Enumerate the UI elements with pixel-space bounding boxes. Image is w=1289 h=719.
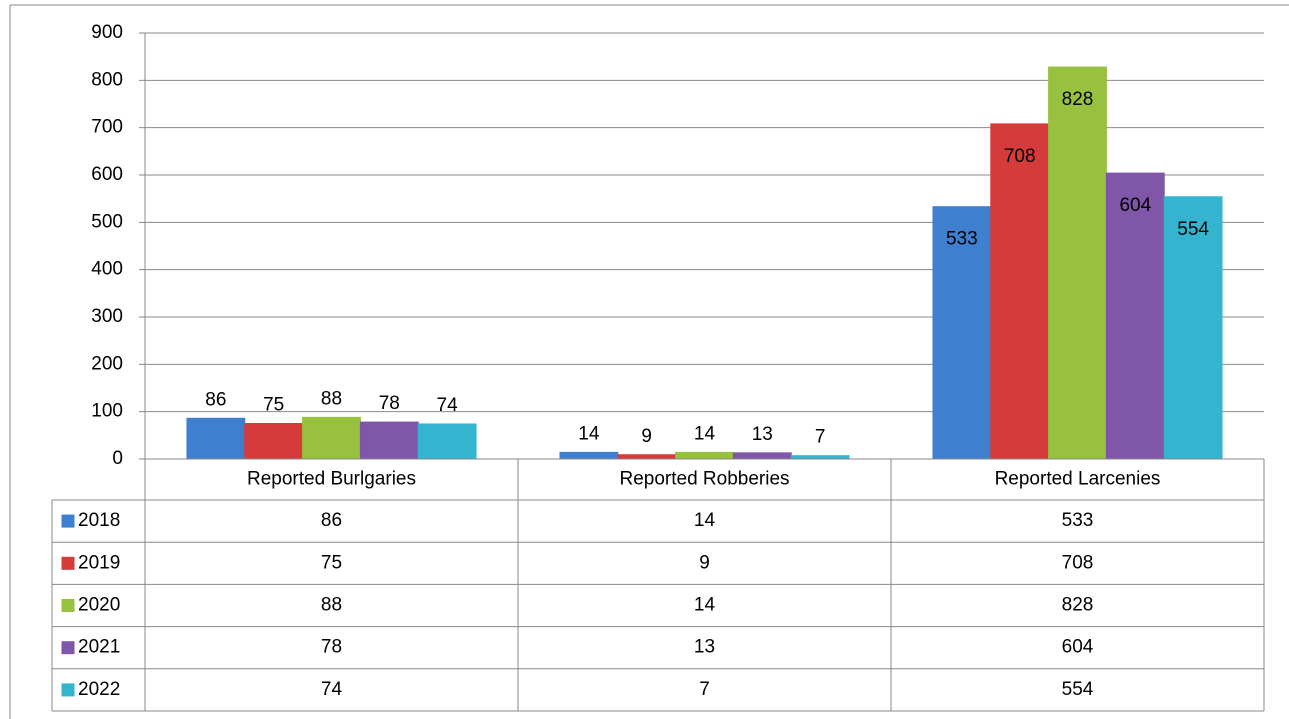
table-cell: 708 bbox=[1062, 552, 1094, 573]
data-label: 708 bbox=[1004, 146, 1036, 167]
bar bbox=[1105, 172, 1165, 460]
bar bbox=[990, 123, 1050, 460]
y-tick-label: 100 bbox=[91, 401, 123, 422]
bar bbox=[244, 423, 304, 460]
y-tick-label: 600 bbox=[91, 164, 123, 185]
data-label: 14 bbox=[578, 423, 600, 444]
bar bbox=[732, 452, 792, 460]
x-tick-label: Reported Robberies bbox=[619, 469, 789, 490]
legend-label: 2022 bbox=[78, 679, 120, 700]
table-cell: 74 bbox=[321, 679, 343, 700]
table-cell: 86 bbox=[321, 510, 342, 531]
y-tick-label: 400 bbox=[91, 259, 123, 280]
bar bbox=[1163, 196, 1223, 460]
bar bbox=[359, 421, 419, 460]
table-cell: 9 bbox=[699, 552, 710, 573]
bar bbox=[559, 451, 619, 460]
table-cell: 14 bbox=[694, 510, 716, 531]
legend-key bbox=[61, 599, 75, 612]
table-cell: 604 bbox=[1062, 637, 1094, 658]
y-tick-label: 200 bbox=[91, 353, 123, 374]
bar bbox=[302, 416, 361, 460]
table-cell: 14 bbox=[694, 595, 716, 616]
table-cell: 75 bbox=[321, 552, 342, 573]
data-label: 828 bbox=[1062, 89, 1094, 110]
legend-label: 2019 bbox=[78, 552, 120, 573]
x-tick-label: Reported Burlgaries bbox=[247, 469, 416, 490]
data-label: 75 bbox=[263, 395, 284, 416]
y-tick-label: 700 bbox=[91, 117, 123, 138]
table-cell: 13 bbox=[694, 637, 715, 658]
legend-label: 2018 bbox=[78, 510, 120, 531]
data-label: 533 bbox=[946, 229, 978, 250]
bar bbox=[1048, 66, 1107, 460]
table-cell: 78 bbox=[321, 637, 342, 658]
bar bbox=[675, 451, 734, 460]
y-tick-label: 500 bbox=[91, 211, 123, 232]
data-label: 604 bbox=[1119, 195, 1151, 216]
table-cell: 828 bbox=[1062, 595, 1094, 616]
table-cell: 533 bbox=[1062, 510, 1094, 531]
data-label: 554 bbox=[1177, 219, 1209, 240]
table-cell: 554 bbox=[1062, 679, 1094, 700]
data-label: 78 bbox=[379, 393, 400, 414]
legend-key bbox=[61, 641, 75, 655]
data-label: 88 bbox=[321, 388, 342, 409]
legend-key bbox=[61, 514, 75, 528]
data-label: 74 bbox=[437, 395, 459, 416]
y-tick-label: 800 bbox=[91, 69, 123, 90]
table-cell: 7 bbox=[699, 679, 710, 700]
y-tick-label: 0 bbox=[112, 448, 123, 469]
legend-label: 2021 bbox=[78, 637, 120, 658]
bar bbox=[186, 417, 246, 460]
legend-key bbox=[61, 683, 75, 697]
y-tick-label: 300 bbox=[91, 306, 123, 327]
data-label: 86 bbox=[205, 389, 226, 410]
table-cell: 88 bbox=[321, 595, 342, 616]
data-label: 7 bbox=[815, 427, 826, 448]
legend-label: 2020 bbox=[78, 595, 120, 616]
x-tick-label: Reported Larcenies bbox=[995, 469, 1161, 490]
data-label: 9 bbox=[641, 426, 652, 447]
bar bbox=[617, 454, 677, 460]
y-tick-label: 900 bbox=[91, 22, 123, 43]
bar bbox=[417, 423, 477, 460]
data-label: 14 bbox=[694, 423, 716, 444]
data-label: 13 bbox=[752, 424, 773, 445]
legend-key bbox=[61, 556, 75, 570]
